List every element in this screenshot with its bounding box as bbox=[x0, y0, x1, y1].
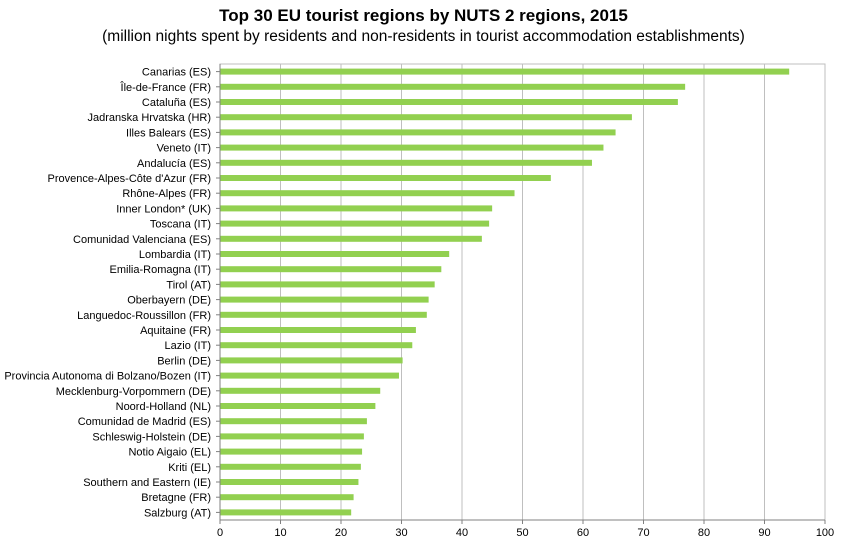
category-label: Notio Aigaio (EL) bbox=[128, 447, 211, 459]
bar bbox=[220, 403, 376, 409]
x-tick-label: 20 bbox=[335, 527, 347, 539]
category-label: Comunidad de Madrid (ES) bbox=[78, 416, 211, 428]
category-label: Oberbayern (DE) bbox=[127, 295, 211, 307]
category-label: Cataluña (ES) bbox=[142, 97, 211, 109]
bar bbox=[220, 235, 482, 242]
bar bbox=[220, 190, 515, 197]
category-label: Schleswig-Holstein (DE) bbox=[92, 431, 211, 443]
bar bbox=[220, 251, 450, 257]
category-label: Île-de-France (FR) bbox=[120, 81, 211, 94]
category-label: Southern and Eastern (IE) bbox=[83, 477, 211, 489]
category-label: Tirol (AT) bbox=[166, 279, 211, 291]
category-label: Provincia Autonoma di Bolzano/Bozen (IT) bbox=[4, 371, 211, 383]
x-tick-label: 70 bbox=[637, 527, 649, 539]
category-label: Noord-Holland (NL) bbox=[116, 401, 211, 413]
bar bbox=[220, 448, 363, 455]
bar bbox=[220, 68, 790, 75]
category-label: Lazio (IT) bbox=[165, 340, 211, 352]
bar bbox=[220, 144, 604, 151]
category-label: Toscana (IT) bbox=[150, 219, 211, 231]
bar bbox=[220, 129, 616, 136]
category-label: Languedoc-Roussillon (FR) bbox=[77, 310, 211, 322]
bar bbox=[220, 205, 493, 212]
x-tick-label: 80 bbox=[698, 527, 710, 539]
category-label: Berlin (DE) bbox=[157, 355, 211, 367]
bar bbox=[220, 494, 354, 501]
bar bbox=[220, 83, 686, 90]
bar bbox=[220, 114, 632, 121]
bar bbox=[220, 296, 429, 303]
bar bbox=[220, 357, 403, 364]
bar bbox=[220, 99, 678, 105]
bar bbox=[220, 387, 381, 394]
category-label: Rhône-Alpes (FR) bbox=[122, 188, 211, 200]
bar bbox=[220, 418, 367, 425]
x-tick-label: 40 bbox=[456, 527, 468, 539]
category-label: Bretagne (FR) bbox=[141, 492, 211, 504]
bar bbox=[220, 342, 413, 349]
category-label: Andalucía (ES) bbox=[137, 158, 211, 170]
x-tick-label: 100 bbox=[816, 527, 834, 539]
category-label: Comunidad Valenciana (ES) bbox=[73, 234, 211, 246]
category-label: Veneto (IT) bbox=[157, 143, 211, 155]
bar bbox=[220, 509, 352, 516]
category-label: Emilia-Romagna (IT) bbox=[110, 264, 211, 276]
category-label: Salzburg (AT) bbox=[144, 507, 211, 519]
category-label: Aquitaine (FR) bbox=[140, 325, 211, 337]
category-label: Provence-Alpes-Côte d'Azur (FR) bbox=[48, 173, 212, 185]
bar bbox=[220, 479, 359, 485]
category-label: Lombardia (IT) bbox=[139, 249, 211, 261]
chart-title: Top 30 EU tourist regions by NUTS 2 regi… bbox=[219, 6, 628, 25]
bar bbox=[220, 327, 416, 333]
category-label: Canarias (ES) bbox=[142, 67, 211, 79]
bar bbox=[220, 372, 399, 379]
bar bbox=[220, 266, 442, 273]
x-tick-label: 0 bbox=[217, 527, 223, 539]
bar bbox=[220, 463, 361, 470]
category-label: Kriti (EL) bbox=[168, 462, 211, 474]
x-tick-label: 50 bbox=[516, 527, 528, 539]
bar bbox=[220, 220, 490, 227]
x-tick-label: 30 bbox=[395, 527, 407, 539]
category-label: Inner London* (UK) bbox=[116, 203, 211, 215]
bar bbox=[220, 175, 551, 181]
chart-subtitle: (million nights spent by residents and n… bbox=[102, 28, 745, 45]
bar bbox=[220, 281, 435, 288]
x-tick-label: 60 bbox=[577, 527, 589, 539]
bar bbox=[220, 433, 364, 440]
category-label: Illes Balears (ES) bbox=[126, 127, 211, 139]
category-label: Mecklenburg-Vorpommern (DE) bbox=[56, 386, 211, 398]
category-label: Jadranska Hrvatska (HR) bbox=[88, 112, 211, 124]
x-tick-label: 90 bbox=[758, 527, 770, 539]
bar bbox=[220, 311, 427, 318]
bar bbox=[220, 159, 592, 166]
x-tick-label: 10 bbox=[274, 527, 286, 539]
